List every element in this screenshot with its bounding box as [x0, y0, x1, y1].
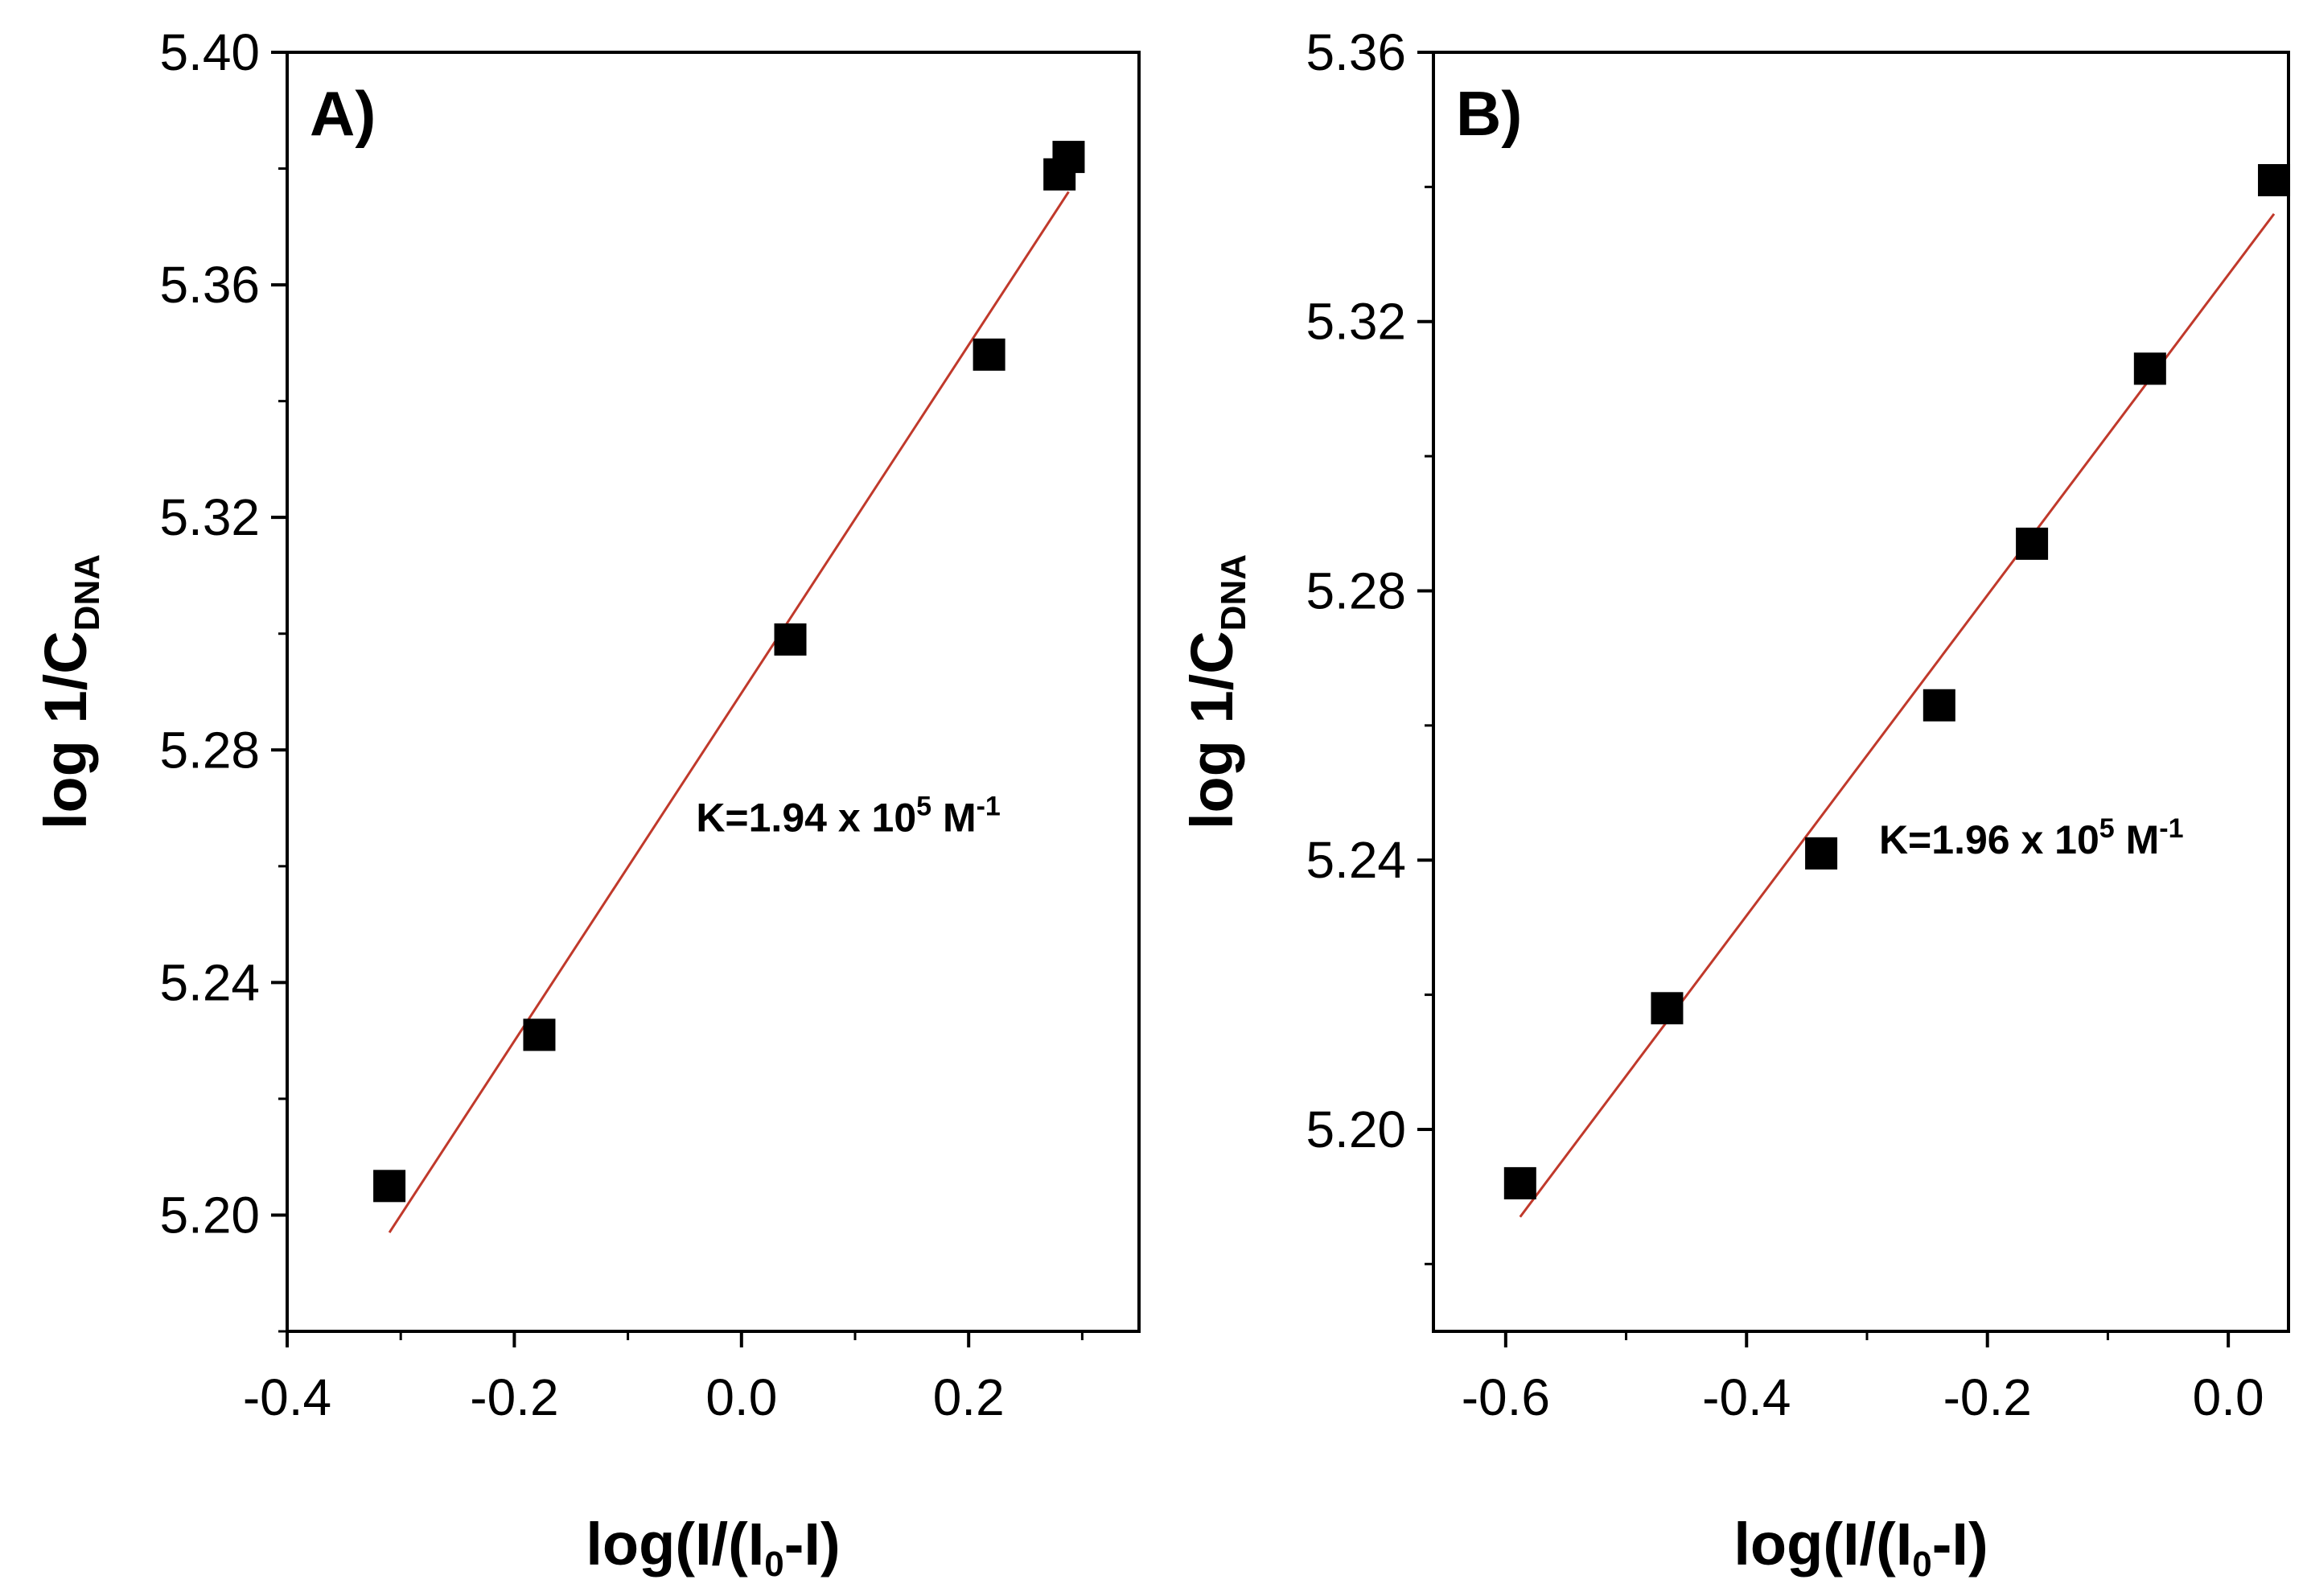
data-point [1922, 689, 1955, 722]
data-point [774, 623, 807, 656]
y-tick-label: 5.36 [159, 256, 260, 314]
data-point [1503, 1166, 1536, 1199]
panel-label: B) [1456, 78, 1522, 149]
data-point [2258, 164, 2291, 196]
y-tick-label: 5.24 [1306, 831, 1406, 889]
binding-constant-annotation: K=1.94 x 105 M-1 [696, 791, 1001, 840]
x-axis-title: log(I/(I0-I) [586, 1511, 840, 1584]
y-tick-label: 5.24 [159, 953, 260, 1011]
x-tick-label: -0.4 [243, 1368, 331, 1426]
y-tick-label: 5.36 [1306, 23, 1406, 81]
y-tick-label: 5.28 [1306, 561, 1406, 619]
x-axis-title: log(I/(I0-I) [1733, 1511, 1988, 1584]
y-axis-title: log 1/CDNA [1178, 554, 1253, 829]
y-tick-label: 5.32 [1306, 293, 1406, 351]
y-axis-title: log 1/CDNA [32, 554, 107, 829]
data-point [973, 338, 1005, 371]
binding-constant-annotation: K=1.96 x 105 M-1 [1879, 813, 2184, 862]
x-tick-label: 0.0 [2193, 1368, 2264, 1426]
y-tick-label: 5.28 [159, 721, 260, 779]
plot-frame [286, 51, 1141, 1333]
y-tick-label: 5.32 [159, 488, 260, 546]
x-tick-label: 0.2 [933, 1368, 1005, 1426]
y-tick-label: 5.40 [159, 23, 260, 81]
data-point [1805, 837, 1838, 870]
y-tick-label: 5.20 [159, 1186, 260, 1244]
data-point [373, 1170, 406, 1203]
data-point [1651, 992, 1684, 1025]
data-point [1052, 141, 1085, 174]
plot-frame [1432, 51, 2290, 1333]
panel-b: 5.20 5.24 5.28 5.32 5.36 -0.6 -0.4 -0.2 0.0 B) K=1… [1178, 23, 2291, 1584]
x-tick-label: -0.6 [1462, 1368, 1550, 1426]
panel-a: 5.20 5.24 5.28 5.32 5.36 5.40 -0.4 -0.2 0.0 0.2 A)… [32, 23, 1141, 1584]
x-tick-label: -0.2 [470, 1368, 558, 1426]
x-tick-label: -0.2 [1943, 1368, 2032, 1426]
fit-line [388, 191, 1070, 1233]
data-point [2016, 527, 2049, 560]
y-tick-label: 5.20 [1306, 1100, 1406, 1158]
data-point [2133, 352, 2166, 385]
x-tick-label: 0.0 [705, 1368, 777, 1426]
panel-label: A) [310, 78, 376, 149]
x-tick-label: -0.4 [1702, 1368, 1791, 1426]
data-point [523, 1018, 556, 1051]
